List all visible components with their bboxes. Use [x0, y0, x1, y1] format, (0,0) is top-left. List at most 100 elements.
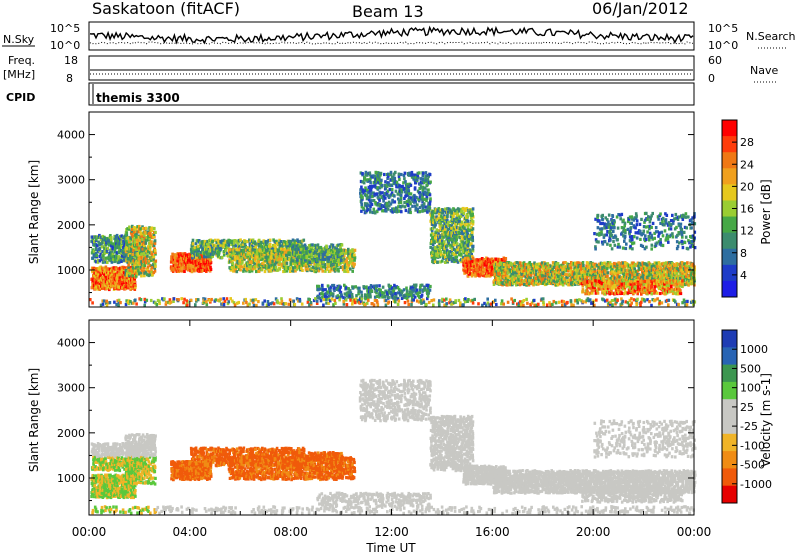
heatmap-cell [373, 179, 377, 183]
heatmap-cell [99, 268, 103, 272]
heatmap-cell [308, 252, 311, 256]
heatmap-cell [458, 216, 461, 220]
heatmap-cell [439, 250, 443, 254]
heatmap-cell [251, 261, 254, 265]
heatmap-cell [367, 195, 370, 199]
heatmap-cell [483, 274, 487, 278]
heatmap-cell [351, 259, 354, 263]
heatmap-cell [257, 241, 260, 245]
heatmap-cell [428, 202, 432, 206]
heatmap-cell [437, 216, 441, 220]
heatmap-cell [124, 287, 127, 291]
heatmap-cell [446, 234, 450, 238]
heatmap-cell [310, 258, 314, 262]
heatmap-cell [153, 262, 157, 266]
heatmap-cell [131, 234, 135, 239]
beam-title: Beam 13 [352, 2, 424, 21]
heatmap-cell [101, 234, 105, 239]
heatmap-cell [318, 248, 321, 252]
heatmap-cell [311, 243, 314, 247]
heatmap-cell [421, 198, 425, 202]
heatmap-cell [466, 227, 470, 231]
heatmap-cell [118, 273, 122, 277]
heatmap-cell [90, 266, 94, 270]
heatmap-cell [341, 253, 344, 257]
heatmap-cell [507, 261, 511, 265]
heatmap-cell [361, 188, 365, 192]
heatmap-cell [148, 251, 152, 255]
heatmap-cell [443, 250, 447, 254]
heatmap-cell [301, 250, 305, 254]
heatmap-cell [333, 267, 336, 271]
heatmap-cell [113, 248, 117, 252]
heatmap-cell [146, 269, 150, 273]
heatmap-cell [259, 257, 263, 262]
heatmap-cell [499, 261, 503, 265]
heatmap-cell [100, 255, 103, 259]
heatmap-cell [198, 261, 202, 265]
heatmap-cell [125, 280, 128, 284]
heatmap-cell [423, 186, 427, 190]
heatmap-cell [181, 254, 185, 258]
heatmap-cell [289, 255, 292, 259]
heatmap-cell [349, 249, 352, 253]
heatmap-cell [454, 221, 457, 225]
heatmap-cell [463, 229, 466, 233]
heatmap-cell [435, 228, 439, 232]
heatmap-cell [235, 270, 239, 274]
heatmap-cell [359, 188, 362, 192]
heatmap-cell [393, 176, 397, 180]
heatmap-cell [334, 267, 338, 271]
heatmap-cell [139, 238, 143, 242]
heatmap-cell [459, 227, 463, 231]
heatmap-cell [203, 243, 206, 247]
heatmap-cell [252, 248, 255, 252]
heatmap-cell [305, 251, 309, 255]
heatmap-cell [460, 235, 464, 239]
heatmap-cell [399, 200, 403, 204]
heatmap-cell [451, 210, 454, 214]
heatmap-cell [407, 188, 410, 192]
heatmap-cell [94, 281, 98, 285]
heatmap-cell [349, 257, 352, 261]
heatmap-cell [298, 266, 302, 270]
heatmap-cell [405, 199, 409, 204]
heatmap-cell [400, 172, 403, 177]
heatmap-cell [152, 232, 156, 236]
heatmap-cell [152, 235, 155, 239]
heatmap-cell [234, 244, 238, 248]
heatmap-cell [266, 240, 269, 244]
heatmap-cell [360, 200, 363, 204]
heatmap-cell [456, 260, 460, 264]
cpid-label: CPID [6, 91, 35, 104]
heatmap-cell [96, 276, 99, 281]
heatmap-cell [336, 250, 340, 254]
heatmap-cell [239, 255, 242, 259]
heatmap-cell [421, 196, 424, 200]
heatmap-cell [429, 199, 432, 203]
heatmap-cell [445, 248, 449, 252]
heatmap-cell [253, 240, 257, 244]
heatmap-cell [178, 261, 182, 265]
heatmap-cell [360, 205, 364, 209]
heatmap-cell [343, 266, 347, 270]
heatmap-cell [486, 261, 490, 265]
heatmap-cell [134, 247, 138, 251]
heatmap-cell [465, 259, 469, 263]
heatmap-cell [314, 254, 317, 258]
heatmap-cell [381, 191, 384, 195]
heatmap-cell [259, 242, 263, 246]
heatmap-cell [174, 253, 177, 257]
heatmap-cell [285, 253, 288, 257]
heatmap-cell [416, 210, 420, 214]
heatmap-cell [348, 255, 352, 259]
heatmap-cell [252, 257, 255, 261]
heatmap-cell [431, 250, 435, 254]
heatmap-cell [268, 258, 271, 262]
heatmap-cell [135, 274, 138, 278]
heatmap-cell [152, 243, 156, 247]
heatmap-cell [200, 244, 203, 248]
heatmap-cell [466, 249, 469, 253]
heatmap-cell [432, 238, 435, 242]
heatmap-cell [468, 260, 471, 264]
